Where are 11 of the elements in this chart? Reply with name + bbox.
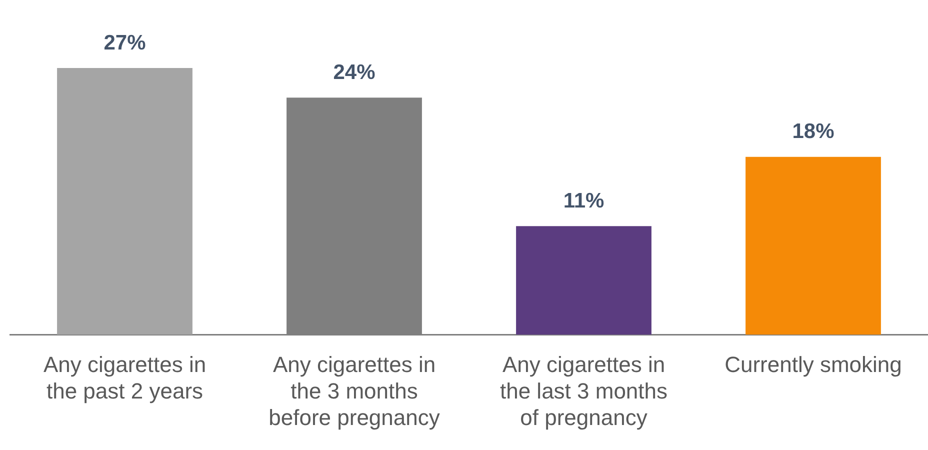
- x-tick-label: Any cigarettes in the last 3 months of pregnancy: [500, 352, 668, 430]
- data-label: 11%: [563, 189, 605, 212]
- x-tick-label: Any cigarettes in the 3 months before pregnancy: [268, 352, 440, 430]
- bar: [516, 226, 652, 335]
- data-label: 18%: [792, 120, 835, 144]
- bar: [57, 68, 192, 335]
- x-tick-label: Any cigarettes in the past 2 years: [43, 352, 206, 404]
- x-tick-label: Currently smoking: [724, 352, 902, 378]
- bar: [746, 156, 881, 335]
- data-label: 27%: [104, 31, 146, 54]
- data-label: 24%: [333, 60, 376, 84]
